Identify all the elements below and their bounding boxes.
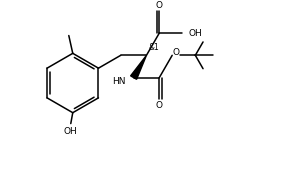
- Text: HN: HN: [112, 77, 126, 86]
- Polygon shape: [131, 55, 146, 79]
- Text: O: O: [156, 1, 163, 10]
- Text: OH: OH: [189, 28, 203, 38]
- Text: &1: &1: [148, 43, 159, 52]
- Text: OH: OH: [64, 127, 78, 136]
- Text: O: O: [156, 101, 163, 110]
- Text: O: O: [173, 48, 180, 57]
